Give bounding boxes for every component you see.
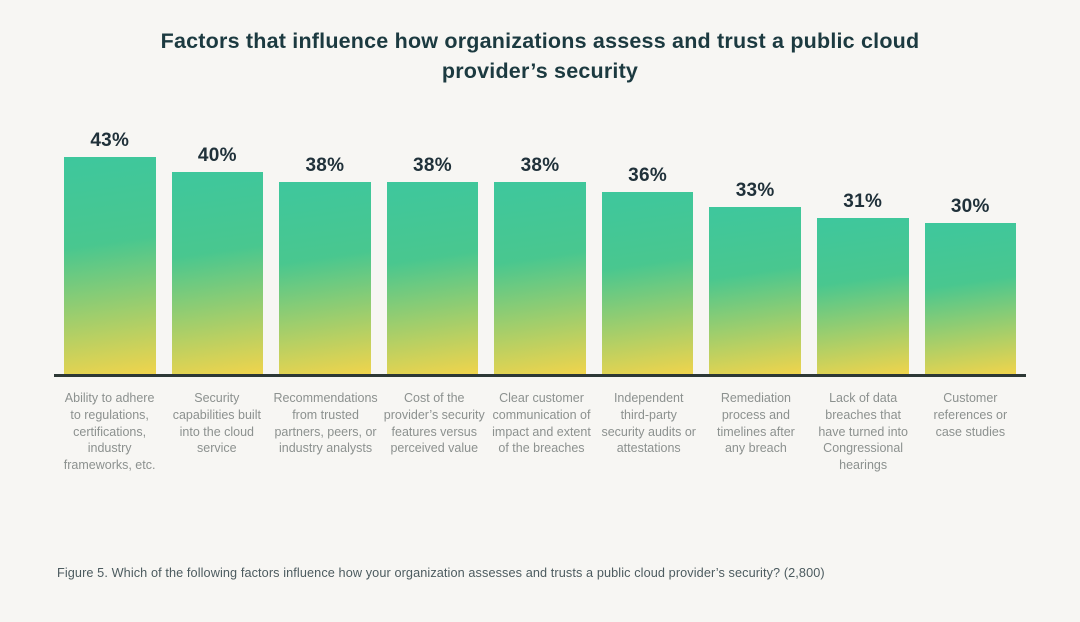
bar-column: 43% [56, 130, 164, 374]
category-label: Remediation process and timelines after … [717, 391, 795, 456]
bar-column: 38% [271, 155, 379, 374]
bar-value-label: 30% [950, 196, 990, 217]
bar [279, 182, 371, 374]
bar-column: 33% [701, 180, 809, 374]
bar-column: 30% [917, 196, 1025, 374]
bar-value-label: 43% [90, 130, 130, 151]
category-label: Independent third-party security audits … [601, 391, 696, 456]
bar-column: 38% [486, 155, 594, 374]
bar-value-label: 36% [628, 165, 668, 186]
bar-value-label: 40% [197, 145, 237, 166]
x-axis-baseline [54, 374, 1026, 377]
category-label: Lack of data breaches that have turned i… [818, 391, 908, 472]
category-label: Clear customer communication of impact a… [492, 391, 591, 456]
figure-caption: Figure 5. Which of the following factors… [57, 566, 825, 580]
bar-column: 38% [379, 155, 487, 374]
bar [64, 157, 156, 374]
category-label: Security capabilities built into the clo… [172, 391, 261, 456]
bar [494, 182, 586, 374]
bar-column: 36% [594, 165, 702, 374]
bar-value-label: 33% [735, 180, 775, 201]
bar [386, 182, 479, 374]
bar-value-label: 38% [413, 155, 452, 176]
bar-value-label: 31% [843, 191, 883, 212]
bar [601, 192, 694, 374]
category-label: Ability to adhere to regulations, certif… [63, 391, 156, 472]
bar [924, 223, 1017, 374]
chart-title: Factors that influence how organizations… [160, 29, 920, 83]
category-label: Customer references or case studies [933, 391, 1008, 439]
bar [171, 172, 264, 374]
bar-chart-plot-area: 43% 40% 38% 38% 38% 36% 33% 31% 30% [56, 0, 1024, 374]
bar-column: 31% [809, 191, 917, 374]
category-labels-row: Ability to adhere to regulations, certif… [56, 390, 1024, 474]
category-label: Recommendations from trusted partners, p… [273, 391, 378, 456]
bar-column: 40% [164, 145, 272, 374]
bar [709, 207, 801, 374]
category-label: Cost of the provider’s security features… [383, 391, 485, 456]
bar [816, 218, 909, 374]
bar-value-label: 38% [520, 155, 560, 176]
bar-value-label: 38% [305, 155, 345, 176]
